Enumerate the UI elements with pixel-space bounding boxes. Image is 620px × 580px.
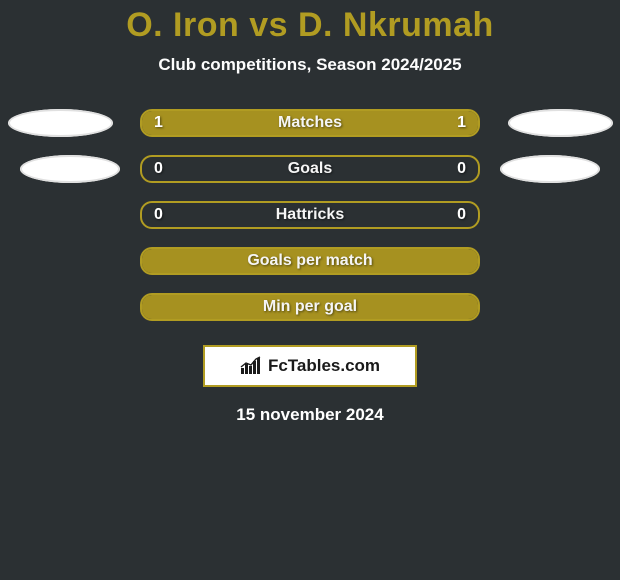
- player-badge-right: [500, 155, 600, 183]
- stat-bar-wrap: 0 0 Hattricks: [120, 201, 500, 229]
- badge-slot-right: [500, 155, 620, 183]
- stat-value-left: 0: [154, 203, 163, 227]
- stat-value-right: 1: [457, 111, 466, 135]
- stat-label: Hattricks: [276, 206, 344, 224]
- badge-slot-left: [0, 155, 120, 183]
- stat-bar-wrap: Min per goal: [120, 293, 500, 321]
- stat-value-right: 0: [457, 157, 466, 181]
- footer-area: FcTables.com 15 november 2024: [203, 345, 417, 425]
- chart-icon: [240, 356, 262, 376]
- comparison-page: O. Iron vs D. Nkrumah Club competitions,…: [0, 0, 620, 580]
- stat-value-right: 0: [457, 203, 466, 227]
- stat-label: Goals per match: [247, 252, 372, 270]
- fctables-badge: FcTables.com: [203, 345, 417, 387]
- stat-bar: Min per goal: [140, 293, 480, 321]
- player-badge-right: [508, 109, 613, 137]
- stat-bar-wrap: 1 1 Matches: [120, 109, 500, 137]
- stat-bar: 0 0 Goals: [140, 155, 480, 183]
- fctables-label: FcTables.com: [268, 356, 380, 376]
- stat-label: Matches: [278, 114, 342, 132]
- page-subtitle: Club competitions, Season 2024/2025: [158, 55, 461, 75]
- badge-slot-right: [500, 109, 620, 137]
- badge-slot-left: [0, 109, 120, 137]
- date-line: 15 november 2024: [236, 405, 383, 425]
- stat-bar: 0 0 Hattricks: [140, 201, 480, 229]
- stat-bar: Goals per match: [140, 247, 480, 275]
- stat-bar: 1 1 Matches: [140, 109, 480, 137]
- stat-label: Min per goal: [263, 298, 357, 316]
- stat-bar-wrap: 0 0 Goals: [120, 155, 500, 183]
- player-badge-left: [8, 109, 113, 137]
- stat-value-left: 0: [154, 157, 163, 181]
- page-title: O. Iron vs D. Nkrumah: [126, 6, 494, 45]
- player-badge-left: [20, 155, 120, 183]
- stat-bar-wrap: Goals per match: [120, 247, 500, 275]
- stat-label: Goals: [288, 160, 332, 178]
- stat-value-left: 1: [154, 111, 163, 135]
- stats-area: 1 1 Matches 0 0 Goals 0 0 Hattricks Goals per mat…: [0, 109, 620, 321]
